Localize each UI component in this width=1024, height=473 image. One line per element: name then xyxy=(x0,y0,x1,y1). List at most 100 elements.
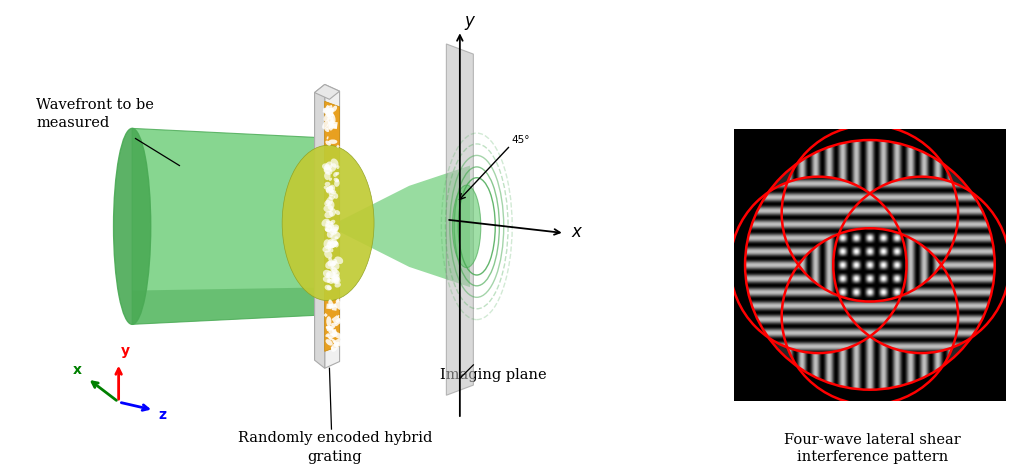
Polygon shape xyxy=(446,44,473,395)
Ellipse shape xyxy=(328,261,332,267)
Ellipse shape xyxy=(335,236,338,239)
Ellipse shape xyxy=(324,113,332,122)
Ellipse shape xyxy=(337,315,339,318)
Ellipse shape xyxy=(325,211,333,218)
Ellipse shape xyxy=(334,277,338,282)
Ellipse shape xyxy=(328,201,335,210)
Polygon shape xyxy=(335,318,342,325)
Ellipse shape xyxy=(325,251,333,259)
Polygon shape xyxy=(326,105,330,108)
Ellipse shape xyxy=(334,256,343,264)
Ellipse shape xyxy=(331,158,339,168)
Ellipse shape xyxy=(335,282,341,288)
Ellipse shape xyxy=(326,339,333,346)
Text: Imaging plane: Imaging plane xyxy=(440,368,547,382)
Ellipse shape xyxy=(325,161,333,170)
Polygon shape xyxy=(325,101,340,351)
Ellipse shape xyxy=(325,285,332,290)
Polygon shape xyxy=(330,121,338,129)
Ellipse shape xyxy=(326,326,334,330)
Polygon shape xyxy=(331,114,335,117)
Ellipse shape xyxy=(329,337,333,341)
Ellipse shape xyxy=(327,229,334,238)
Ellipse shape xyxy=(328,186,334,191)
Text: y: y xyxy=(121,344,130,358)
Polygon shape xyxy=(333,124,337,128)
Ellipse shape xyxy=(325,200,330,206)
Ellipse shape xyxy=(334,342,340,347)
Ellipse shape xyxy=(332,274,339,283)
Ellipse shape xyxy=(325,182,331,186)
Ellipse shape xyxy=(327,334,335,339)
Ellipse shape xyxy=(331,342,338,352)
Ellipse shape xyxy=(324,205,334,212)
Ellipse shape xyxy=(332,105,337,112)
Ellipse shape xyxy=(327,245,330,248)
Ellipse shape xyxy=(333,241,338,245)
Text: Wavefront to be
measured: Wavefront to be measured xyxy=(36,98,154,131)
Ellipse shape xyxy=(330,241,338,247)
Ellipse shape xyxy=(325,127,329,132)
Ellipse shape xyxy=(327,286,332,290)
Ellipse shape xyxy=(332,339,336,344)
Ellipse shape xyxy=(324,186,329,190)
Ellipse shape xyxy=(326,185,333,193)
Polygon shape xyxy=(132,287,338,324)
Ellipse shape xyxy=(330,261,340,270)
Ellipse shape xyxy=(325,228,330,232)
Ellipse shape xyxy=(324,165,331,174)
Ellipse shape xyxy=(333,228,338,234)
Ellipse shape xyxy=(323,108,331,114)
Ellipse shape xyxy=(326,188,330,193)
Ellipse shape xyxy=(334,180,340,187)
Ellipse shape xyxy=(328,325,335,329)
Polygon shape xyxy=(328,105,333,110)
Ellipse shape xyxy=(330,163,337,172)
Ellipse shape xyxy=(334,193,338,199)
Text: x: x xyxy=(571,222,582,240)
Polygon shape xyxy=(314,85,340,99)
Polygon shape xyxy=(340,166,470,287)
Ellipse shape xyxy=(331,267,334,272)
Polygon shape xyxy=(336,145,340,148)
Polygon shape xyxy=(334,299,344,310)
Text: Randomly encoded hybrid
grating: Randomly encoded hybrid grating xyxy=(238,431,432,464)
Ellipse shape xyxy=(324,239,332,249)
Ellipse shape xyxy=(328,112,332,118)
Ellipse shape xyxy=(329,120,334,131)
Ellipse shape xyxy=(329,178,332,181)
Polygon shape xyxy=(332,329,337,334)
Ellipse shape xyxy=(336,172,339,175)
Ellipse shape xyxy=(323,246,331,253)
Ellipse shape xyxy=(322,163,331,170)
Ellipse shape xyxy=(329,257,333,262)
Ellipse shape xyxy=(325,172,331,180)
Ellipse shape xyxy=(322,219,330,227)
Ellipse shape xyxy=(327,278,331,283)
Ellipse shape xyxy=(334,178,339,183)
Text: x: x xyxy=(73,363,82,377)
Text: y: y xyxy=(465,12,474,30)
Ellipse shape xyxy=(334,242,339,247)
Ellipse shape xyxy=(330,220,335,224)
Polygon shape xyxy=(327,117,335,124)
Ellipse shape xyxy=(329,329,338,336)
Polygon shape xyxy=(333,338,343,348)
Ellipse shape xyxy=(327,242,335,248)
Polygon shape xyxy=(323,106,333,116)
Ellipse shape xyxy=(336,178,339,182)
Polygon shape xyxy=(326,325,332,331)
Ellipse shape xyxy=(336,298,340,303)
Ellipse shape xyxy=(114,128,151,324)
Ellipse shape xyxy=(326,197,333,205)
Ellipse shape xyxy=(326,220,330,223)
Ellipse shape xyxy=(329,190,335,196)
Text: 45°: 45° xyxy=(512,135,530,145)
Polygon shape xyxy=(332,306,337,311)
Ellipse shape xyxy=(333,274,340,283)
Ellipse shape xyxy=(332,267,338,274)
Polygon shape xyxy=(326,107,334,116)
Ellipse shape xyxy=(329,140,337,144)
Ellipse shape xyxy=(325,223,334,232)
Text: Four-wave lateral shear
interference pattern: Four-wave lateral shear interference pat… xyxy=(784,433,961,464)
